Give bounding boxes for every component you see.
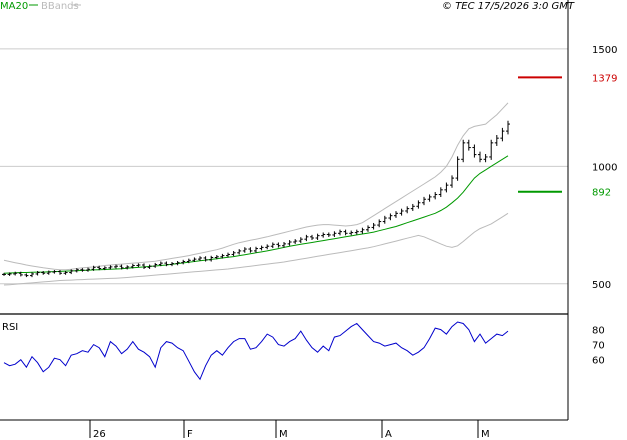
price-axis-label: 500: [592, 280, 611, 291]
resistance-label: 1379: [592, 73, 617, 84]
rsi-line: [3, 321, 509, 381]
x-tick-label: M: [481, 429, 490, 440]
rsi-axis-label: 70: [592, 341, 605, 352]
price-bars-layer: [2, 120, 510, 278]
x-tick-label: A: [385, 429, 392, 440]
rsi-layer: [3, 321, 509, 381]
price-axis-label: 1000: [592, 162, 617, 173]
legend-ma20: MA20: [0, 1, 28, 12]
rsi-title: RSI: [2, 322, 18, 333]
ma20-line: [3, 155, 509, 274]
x-tick-label: 26: [93, 429, 106, 440]
bbands-layer: [3, 102, 509, 286]
bb-upper-line: [3, 102, 509, 271]
x-tick-label: F: [187, 429, 193, 440]
frame-layer: [0, 0, 569, 438]
support-label: 892: [592, 188, 611, 199]
rsi-axis-label: 60: [592, 356, 605, 367]
legend-bbands: BBands: [41, 1, 79, 12]
ma20-layer: [3, 155, 509, 274]
x-tick-label: M: [279, 429, 288, 440]
copyright-text: © TEC 17/5/2026 3:0 GMT: [442, 1, 575, 12]
bb-lower-line: [3, 212, 509, 286]
levels-layer: 1379 892: [518, 73, 617, 199]
rsi-axis-label: 80: [592, 326, 605, 337]
labels-layer: 1500 1000 500 80 70 60 26 F M A M: [93, 45, 617, 440]
price-axis-label: 1500: [592, 45, 617, 56]
grid-lines: [0, 48, 568, 285]
